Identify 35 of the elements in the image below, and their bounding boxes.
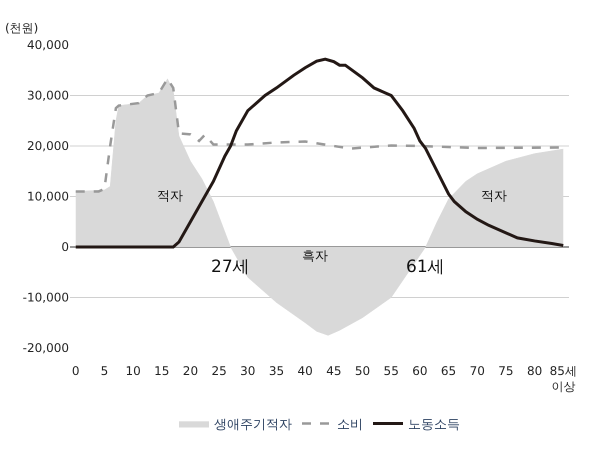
x-tick-label: 40 [298, 364, 313, 378]
y-tick-label: 10,000 [27, 190, 69, 204]
x-tick-label: 65 [440, 364, 456, 378]
annotation: 61세 [406, 257, 445, 277]
y-tick-label: 20,000 [27, 139, 69, 154]
legend-label: 소비 [337, 418, 363, 433]
x-tick-label: 30 [240, 364, 256, 378]
annotation: 흑자 [302, 249, 328, 264]
annotation: 적자 [481, 189, 507, 204]
y-axis-title: (천원) [5, 21, 38, 35]
x-tick-label: 70 [470, 364, 485, 378]
line-series [74, 58, 565, 248]
y-tick-label: 30,000 [27, 88, 69, 103]
x-tick-label: 5 [100, 364, 108, 378]
annotation: 27세 [211, 257, 250, 277]
x-tick-label: 0 [72, 364, 80, 378]
x-tick-label: 35 [268, 364, 284, 378]
x-tick-label: 75 [498, 364, 514, 378]
y-tick-label: 40,000 [27, 38, 69, 52]
legend-label: 노동소득 [408, 418, 460, 433]
x-tick-label: 60 [412, 364, 428, 378]
x-tick-label: 55 [384, 364, 399, 378]
x-tick-label: 15 [154, 364, 170, 378]
y-tick-label: -10,000 [22, 290, 69, 305]
y-tick-label: 0 [61, 240, 69, 254]
x-tick-label: 25 [211, 364, 227, 378]
x-tick-label: 85세 이상 [550, 364, 577, 394]
legend-label: 생애주기적자 [214, 418, 292, 433]
x-tick-label: 80 [526, 364, 542, 378]
annotation: 적자 [157, 189, 183, 204]
x-tick-label: 20 [182, 364, 198, 378]
x-tick-label: 10 [125, 364, 141, 378]
x-tick-label: 45 [326, 364, 342, 378]
x-tick-label: 50 [354, 364, 370, 378]
y-tick-label: -20,000 [22, 341, 69, 356]
